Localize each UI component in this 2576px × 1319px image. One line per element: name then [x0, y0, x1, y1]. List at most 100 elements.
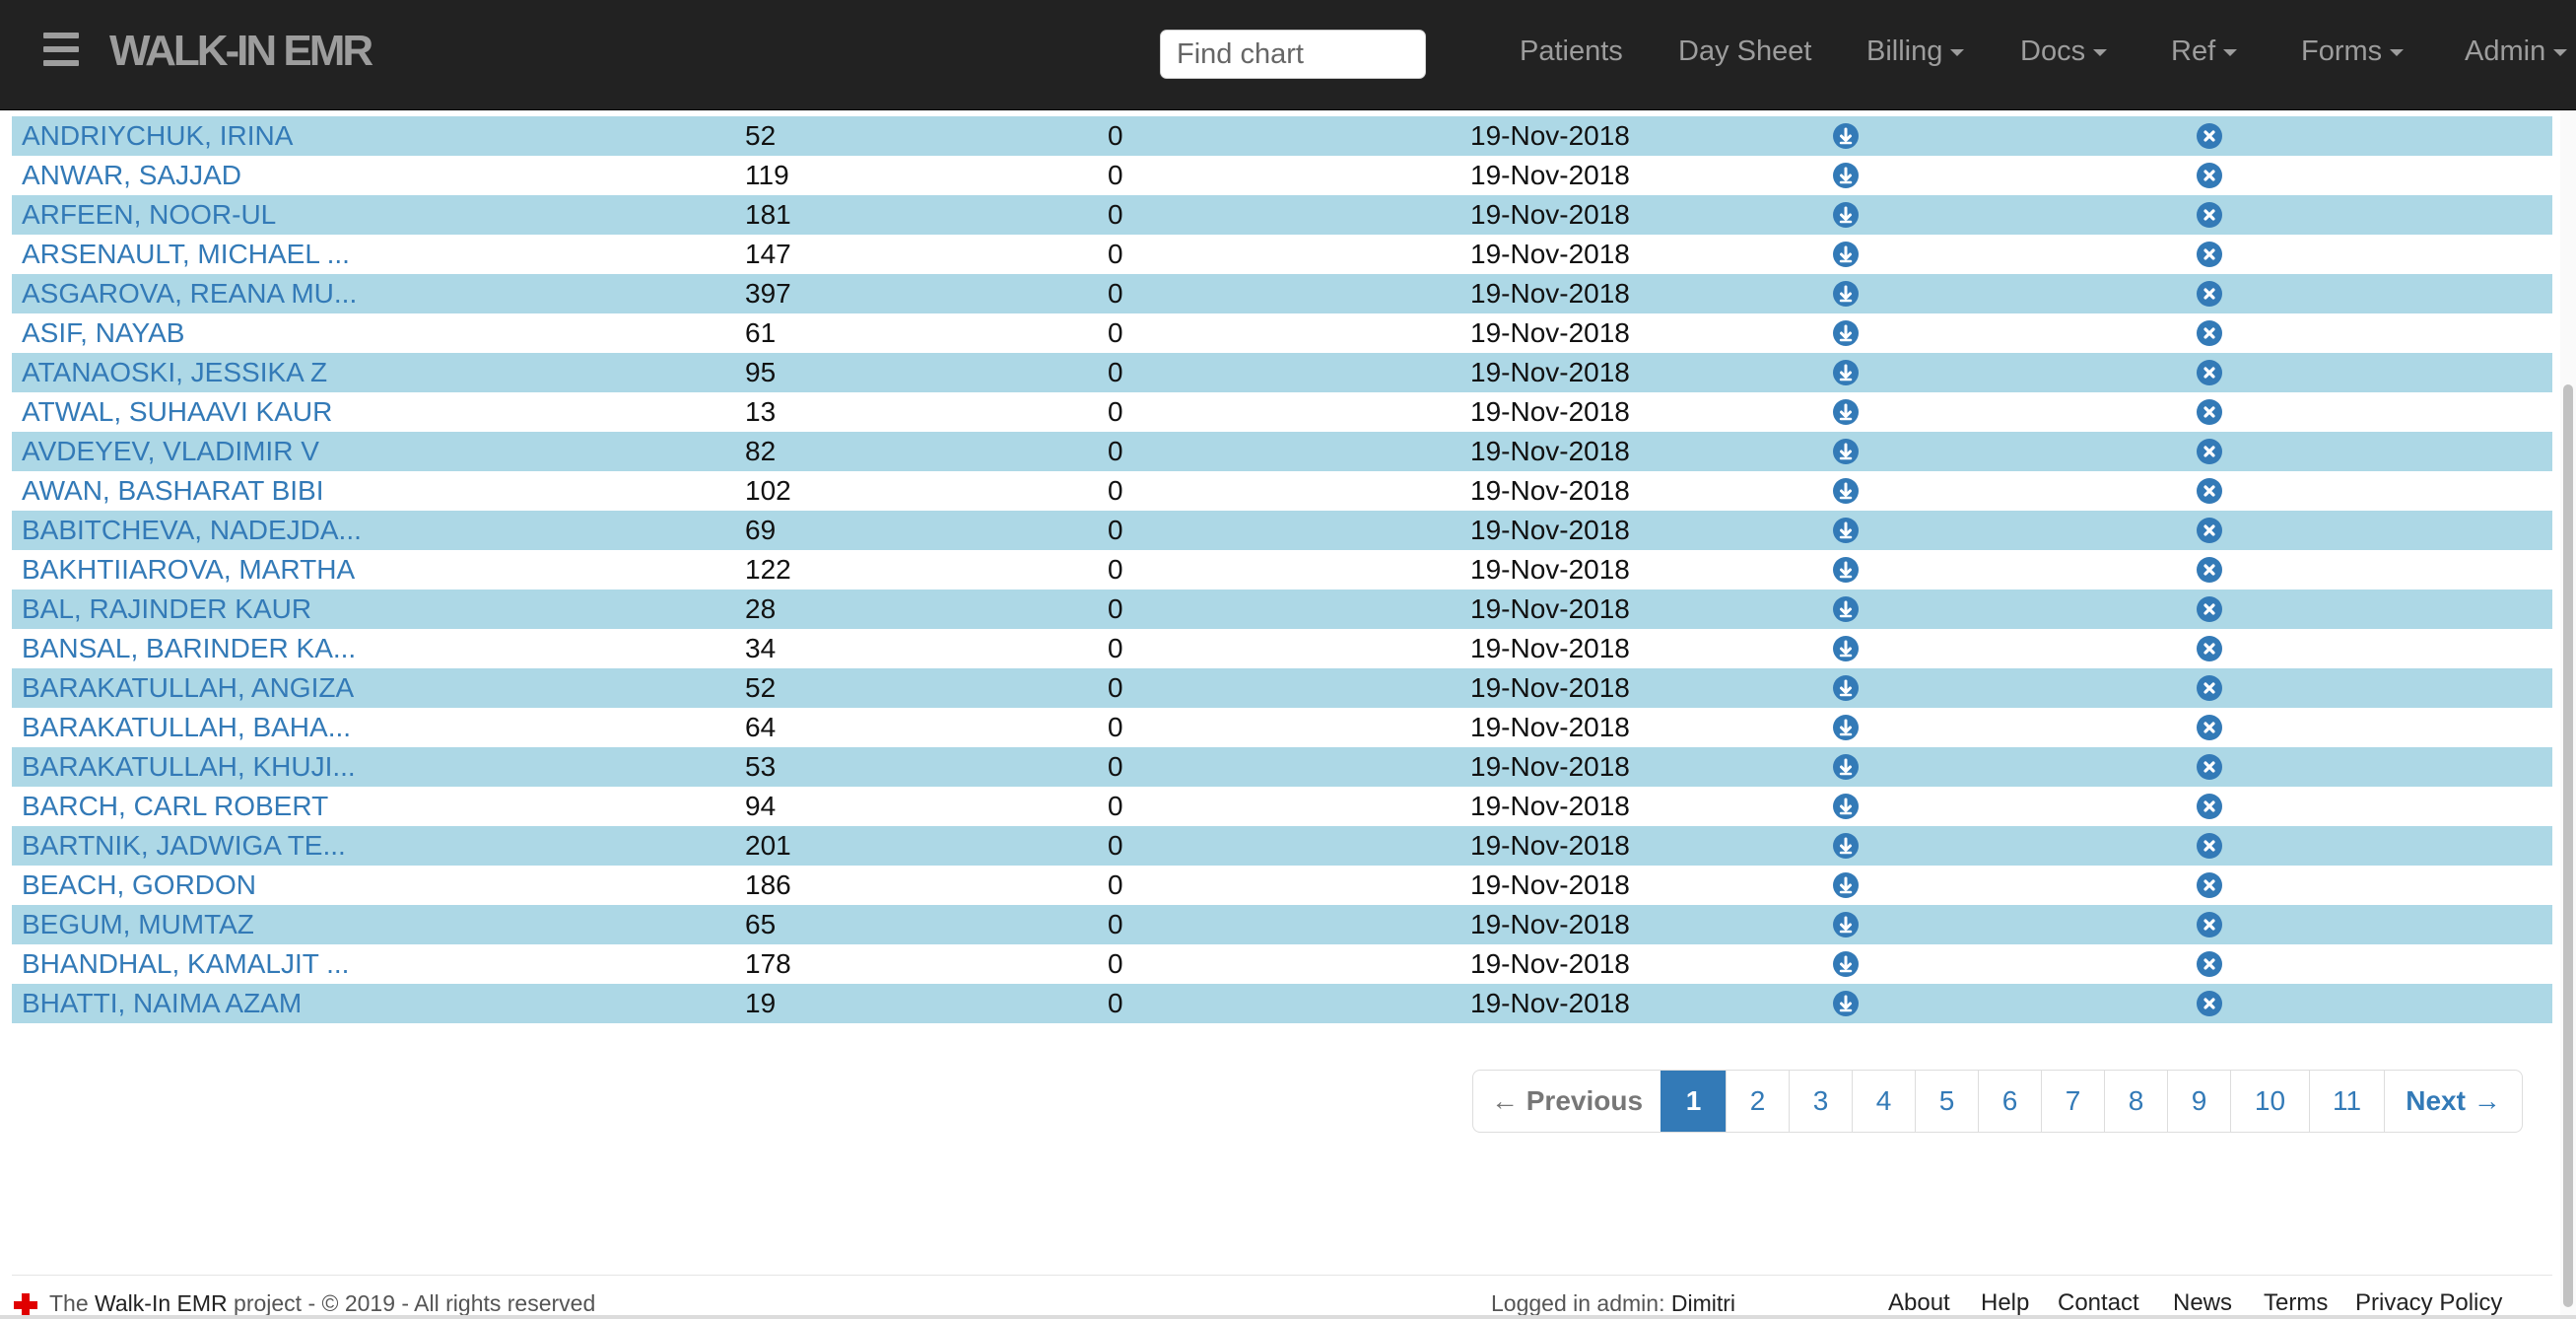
- brand-logo[interactable]: WALK-IN EMR: [109, 27, 373, 75]
- remove-icon[interactable]: [2197, 596, 2222, 622]
- pagination-previous[interactable]: ← Previous: [1490, 1085, 1644, 1116]
- pagination-page-2[interactable]: 2: [1726, 1071, 1789, 1132]
- patient-name-link[interactable]: BARCH, CARL ROBERT: [22, 791, 329, 821]
- patient-name-link[interactable]: BANSAL, BARINDER KA...: [22, 633, 357, 663]
- download-icon[interactable]: [1833, 478, 1859, 504]
- patient-name-link[interactable]: BARAKATULLAH, KHUJI...: [22, 751, 356, 782]
- remove-icon[interactable]: [2197, 951, 2222, 977]
- remove-icon[interactable]: [2197, 872, 2222, 898]
- remove-icon[interactable]: [2197, 715, 2222, 740]
- nav-ref-dropdown[interactable]: Ref: [2171, 32, 2238, 71]
- remove-icon[interactable]: [2197, 439, 2222, 464]
- pagination-page-11[interactable]: 11: [2309, 1071, 2384, 1132]
- patient-name-link[interactable]: ASGAROVA, REANA MU...: [22, 278, 358, 309]
- download-icon[interactable]: [1833, 399, 1859, 425]
- pagination-page-7[interactable]: 7: [2041, 1071, 2104, 1132]
- download-icon[interactable]: [1833, 202, 1859, 228]
- remove-icon[interactable]: [2197, 202, 2222, 228]
- patient-name-link[interactable]: BABITCHEVA, NADEJDA...: [22, 515, 362, 545]
- nav-billing-dropdown[interactable]: Billing: [1866, 32, 1965, 71]
- download-icon[interactable]: [1833, 596, 1859, 622]
- remove-icon[interactable]: [2197, 912, 2222, 937]
- remove-icon[interactable]: [2197, 833, 2222, 859]
- remove-icon[interactable]: [2197, 242, 2222, 267]
- patient-name-link[interactable]: BARTNIK, JADWIGA TE...: [22, 830, 346, 861]
- pagination-page-3[interactable]: 3: [1789, 1071, 1852, 1132]
- remove-icon[interactable]: [2197, 320, 2222, 346]
- patient-name-link[interactable]: BEGUM, MUMTAZ: [22, 909, 254, 939]
- download-icon[interactable]: [1833, 557, 1859, 583]
- nav-day-sheet[interactable]: Day Sheet: [1678, 32, 1811, 71]
- patient-name-link[interactable]: BHATTI, NAIMA AZAM: [22, 988, 303, 1018]
- download-icon[interactable]: [1833, 912, 1859, 937]
- download-icon[interactable]: [1833, 518, 1859, 543]
- download-icon[interactable]: [1833, 360, 1859, 385]
- remove-icon[interactable]: [2197, 399, 2222, 425]
- remove-icon[interactable]: [2197, 991, 2222, 1016]
- patient-name-link[interactable]: BARAKATULLAH, ANGIZA: [22, 672, 355, 703]
- remove-icon[interactable]: [2197, 754, 2222, 780]
- patient-name-link[interactable]: BHANDHAL, KAMALJIT ...: [22, 948, 350, 979]
- remove-icon[interactable]: [2197, 360, 2222, 385]
- download-icon[interactable]: [1833, 281, 1859, 307]
- remove-icon[interactable]: [2197, 478, 2222, 504]
- footer-link-about[interactable]: About: [1888, 1289, 1950, 1316]
- nav-patients[interactable]: Patients: [1520, 32, 1623, 71]
- patient-name-link[interactable]: ANWAR, SAJJAD: [22, 160, 241, 190]
- pagination-next[interactable]: Next →: [2384, 1071, 2522, 1132]
- vertical-scrollbar[interactable]: [2560, 110, 2576, 1315]
- footer-link-terms[interactable]: Terms: [2264, 1289, 2329, 1316]
- pagination-page-5[interactable]: 5: [1915, 1071, 1978, 1132]
- footer-link-contact[interactable]: Contact: [2058, 1289, 2139, 1316]
- patient-name-link[interactable]: ARFEEN, NOOR-UL: [22, 199, 277, 230]
- patient-name-link[interactable]: ATWAL, SUHAAVI KAUR: [22, 396, 333, 427]
- remove-icon[interactable]: [2197, 123, 2222, 149]
- patient-name-link[interactable]: AVDEYEV, VLADIMIR V: [22, 436, 319, 466]
- patient-name-link[interactable]: BAKHTIIAROVA, MARTHA: [22, 554, 356, 585]
- download-icon[interactable]: [1833, 123, 1859, 149]
- footer-link-news[interactable]: News: [2173, 1289, 2233, 1316]
- remove-icon[interactable]: [2197, 675, 2222, 701]
- download-icon[interactable]: [1833, 951, 1859, 977]
- remove-icon[interactable]: [2197, 636, 2222, 661]
- download-icon[interactable]: [1833, 636, 1859, 661]
- download-icon[interactable]: [1833, 872, 1859, 898]
- download-icon[interactable]: [1833, 320, 1859, 346]
- pagination-page-9[interactable]: 9: [2167, 1071, 2230, 1132]
- download-icon[interactable]: [1833, 715, 1859, 740]
- patient-name-link[interactable]: AWAN, BASHARAT BIBI: [22, 475, 324, 506]
- nav-forms-dropdown[interactable]: Forms: [2301, 32, 2405, 71]
- download-icon[interactable]: [1833, 754, 1859, 780]
- download-icon[interactable]: [1833, 833, 1859, 859]
- scrollbar-thumb[interactable]: [2563, 384, 2573, 1307]
- download-icon[interactable]: [1833, 675, 1859, 701]
- find-chart-input[interactable]: [1160, 30, 1426, 79]
- patient-name-link[interactable]: ATANAOSKI, JESSIKA Z: [22, 357, 328, 387]
- hamburger-menu-icon[interactable]: [43, 33, 79, 66]
- footer-link-privacy-policy[interactable]: Privacy Policy: [2355, 1289, 2503, 1316]
- download-icon[interactable]: [1833, 242, 1859, 267]
- nav-docs-dropdown[interactable]: Docs: [2020, 32, 2108, 71]
- remove-icon[interactable]: [2197, 794, 2222, 819]
- download-icon[interactable]: [1833, 991, 1859, 1016]
- pagination-page-8[interactable]: 8: [2104, 1071, 2167, 1132]
- patient-name-link[interactable]: ARSENAULT, MICHAEL ...: [22, 239, 350, 269]
- patient-name-link[interactable]: BEACH, GORDON: [22, 869, 257, 900]
- footer-link-help[interactable]: Help: [1981, 1289, 2030, 1316]
- download-icon[interactable]: [1833, 163, 1859, 188]
- remove-icon[interactable]: [2197, 557, 2222, 583]
- download-icon[interactable]: [1833, 439, 1859, 464]
- pagination-page-1[interactable]: 1: [1661, 1071, 1726, 1132]
- remove-icon[interactable]: [2197, 281, 2222, 307]
- download-icon[interactable]: [1833, 794, 1859, 819]
- nav-admin-dropdown[interactable]: Admin: [2465, 32, 2568, 71]
- pagination-page-6[interactable]: 6: [1978, 1071, 2041, 1132]
- patient-name-link[interactable]: BARAKATULLAH, BAHA...: [22, 712, 352, 742]
- patient-name-link[interactable]: ANDRIYCHUK, IRINA: [22, 120, 294, 151]
- pagination-page-4[interactable]: 4: [1852, 1071, 1915, 1132]
- remove-icon[interactable]: [2197, 518, 2222, 543]
- remove-icon[interactable]: [2197, 163, 2222, 188]
- patient-name-link[interactable]: ASIF, NAYAB: [22, 317, 185, 348]
- pagination-page-10[interactable]: 10: [2230, 1071, 2309, 1132]
- patient-name-link[interactable]: BAL, RAJINDER KAUR: [22, 593, 312, 624]
